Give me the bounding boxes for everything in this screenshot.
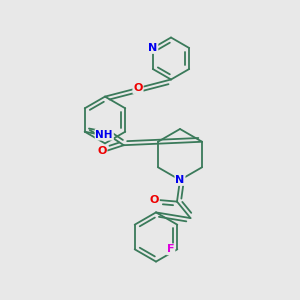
Text: N: N — [176, 175, 184, 185]
Text: O: O — [97, 146, 106, 156]
Text: NH: NH — [95, 130, 113, 140]
Text: O: O — [149, 195, 159, 205]
Text: F: F — [167, 244, 175, 254]
Text: N: N — [148, 43, 158, 53]
Text: O: O — [133, 83, 143, 93]
